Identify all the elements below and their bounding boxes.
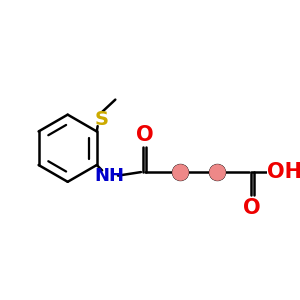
Text: O: O [136, 125, 153, 145]
Text: OH: OH [267, 162, 300, 182]
Text: O: O [244, 198, 261, 218]
Text: NH: NH [94, 167, 124, 184]
Text: S: S [95, 110, 109, 129]
